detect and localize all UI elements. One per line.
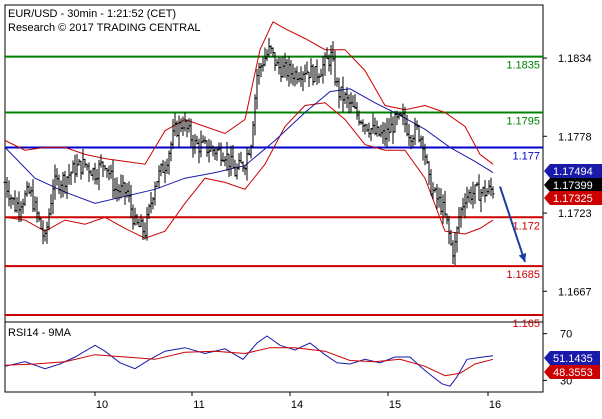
- level-label-1: 1.1795: [506, 116, 540, 128]
- chart-title: EUR/USD - 30min - 1:21:52 (CET): [8, 8, 176, 20]
- level-label-3: 1.172: [512, 220, 540, 232]
- rsi-axis-label: 70: [560, 329, 572, 341]
- level-label-0: 1.1835: [506, 60, 540, 72]
- level-label-5: 1.165: [512, 318, 540, 330]
- time-axis-label: 16: [489, 399, 501, 411]
- price-axis-label: 1.1723: [558, 208, 592, 220]
- rsi-panel-frame: [4, 321, 544, 393]
- upper-band-line: [4, 21, 494, 165]
- rsi-line: [4, 335, 494, 387]
- rsi-marker-rsi-ma-box: [544, 365, 600, 379]
- rsi-title: RSI14 - 9MA: [8, 327, 72, 339]
- level-label-4: 1.1685: [506, 269, 540, 281]
- time-axis-label: 11: [193, 399, 204, 411]
- price-axis-label: 1.1778: [558, 131, 592, 143]
- rsi-ma-line: [4, 347, 494, 377]
- price-marker-current-price-box: [544, 178, 602, 192]
- projection-arrow: [499, 186, 527, 263]
- price-candles: [3, 37, 495, 266]
- lower-band-line: [4, 102, 494, 239]
- rsi-marker-rsi-label: 51.1435: [553, 353, 593, 365]
- price-axis-label: 1.1667: [558, 286, 592, 298]
- rsi-series: [4, 335, 494, 387]
- price-marker-lower-band-label: 1.17325: [553, 193, 593, 205]
- level-label-2: 1.177: [512, 150, 540, 162]
- time-axis-label: 10: [96, 399, 108, 411]
- rsi-marker-rsi-box: [544, 351, 600, 365]
- price-marker-upper-band-label: 1.17494: [553, 166, 593, 178]
- projection-arrow-head: [518, 253, 527, 262]
- price-axis-label: 1.1834: [558, 53, 592, 65]
- bollinger-bands: [4, 21, 494, 239]
- support-resistance-levels: 1.1835 1.1795 1.177 1.172 1.1685 1.165: [5, 55, 543, 330]
- time-axis-label: 14: [291, 399, 303, 411]
- price-marker-current-price-label: 1.17399: [553, 180, 593, 192]
- time-axis-label: 15: [389, 399, 401, 411]
- price-marker-lower-band-box: [544, 191, 602, 205]
- rsi-marker-rsi-ma-label: 48.3553: [553, 367, 593, 379]
- chart-subtitle: Research © 2017 TRADING CENTRAL: [8, 22, 201, 34]
- price-marker-upper-band-box: [544, 164, 602, 178]
- moving-average: [4, 88, 494, 204]
- moving-average-line: [4, 88, 494, 204]
- projection-arrow-shaft: [499, 186, 526, 263]
